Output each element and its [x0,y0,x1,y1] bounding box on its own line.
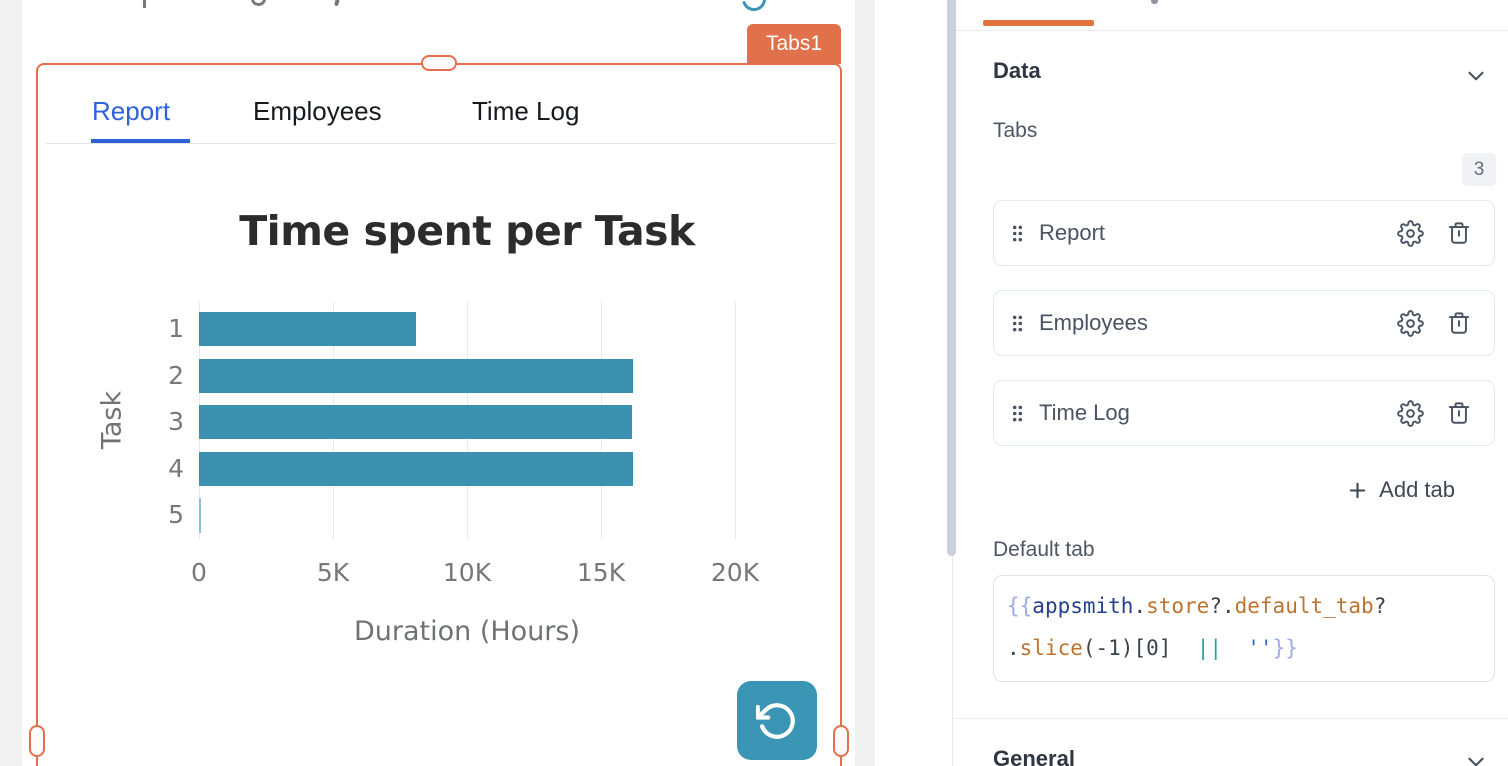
tab-item-label: Employees [1039,310,1148,335]
text-fragment [1151,0,1158,4]
section-heading-general[interactable]: General [993,746,1075,766]
trash-icon[interactable] [1446,310,1472,336]
chevron-down-icon[interactable] [1463,63,1489,94]
gear-icon[interactable] [1397,309,1424,337]
y-axis-title: Task [96,390,128,450]
gear-icon[interactable] [1397,399,1424,427]
drag-handle-icon[interactable] [1010,223,1025,244]
cut-off-text-fragments [135,0,375,8]
resize-handle-top[interactable] [421,55,457,71]
bar-task-2 [199,359,633,393]
tab-time-log[interactable]: Time Log [472,96,580,126]
plus-icon [1349,482,1366,498]
add-tab-button[interactable]: Add tab [1305,477,1455,503]
tabs-field-label: Tabs [993,119,1038,142]
gear-icon[interactable] [1397,219,1424,247]
property-pane: Data Tabs 3 Report Employees [952,0,1508,766]
active-tab-indicator [91,139,190,144]
canvas-right-gutter [855,0,875,766]
pane-divider [953,718,1508,719]
trash-icon[interactable] [1446,400,1472,426]
pane-divider [953,30,1508,31]
widget-name-badge[interactable]: Tabs1 [747,24,841,64]
canvas-left-gutter [0,0,22,766]
bar-task-4 [199,452,633,486]
chart-title: Time spent per Task [239,207,695,255]
text-fragment [251,0,266,6]
tabs-header-divider [45,143,836,144]
refresh-icon[interactable] [740,0,768,13]
bar-task-5 [199,498,201,533]
bar-task-3 [199,405,632,439]
refresh-button[interactable] [737,681,817,760]
default-tab-code-input[interactable]: {{appsmith.store?.default_tab? .slice(-1)… [993,575,1495,682]
bar-chart-plot [199,300,736,540]
tab-item-label: Time Log [1039,400,1130,425]
chevron-down-icon[interactable] [1463,749,1489,766]
tab-count-badge: 3 [1462,153,1496,186]
tab-list-item-report[interactable]: Report [993,200,1495,266]
code-line: .slice(-1)[0] || ''}} [1007,636,1298,660]
bar-task-1 [199,312,416,346]
drag-handle-icon[interactable] [1010,403,1025,424]
tab-list-item-employees[interactable]: Employees [993,290,1495,356]
x-axis-title: Duration (Hours) [353,616,581,647]
resize-handle-right[interactable] [833,725,849,757]
refresh-icon [756,702,795,739]
drag-handle-icon[interactable] [1010,313,1025,334]
text-fragment [143,0,146,8]
scrollbar-thumb[interactable] [947,0,956,556]
gridline [735,302,736,540]
add-tab-label: Add tab [1379,477,1455,502]
section-heading-data[interactable]: Data [993,58,1041,83]
tab-report[interactable]: Report [92,96,171,126]
resize-handle-left[interactable] [29,725,45,757]
tab-employees[interactable]: Employees [253,96,382,126]
tab-list-item-time-log[interactable]: Time Log [993,380,1495,446]
pane-active-tab-indicator [983,20,1094,26]
text-fragment [334,0,340,7]
default-tab-label: Default tab [993,538,1095,561]
trash-icon[interactable] [1446,220,1472,246]
tab-item-label: Report [1039,220,1106,245]
code-line: {{appsmith.store?.default_tab? [1007,594,1387,618]
